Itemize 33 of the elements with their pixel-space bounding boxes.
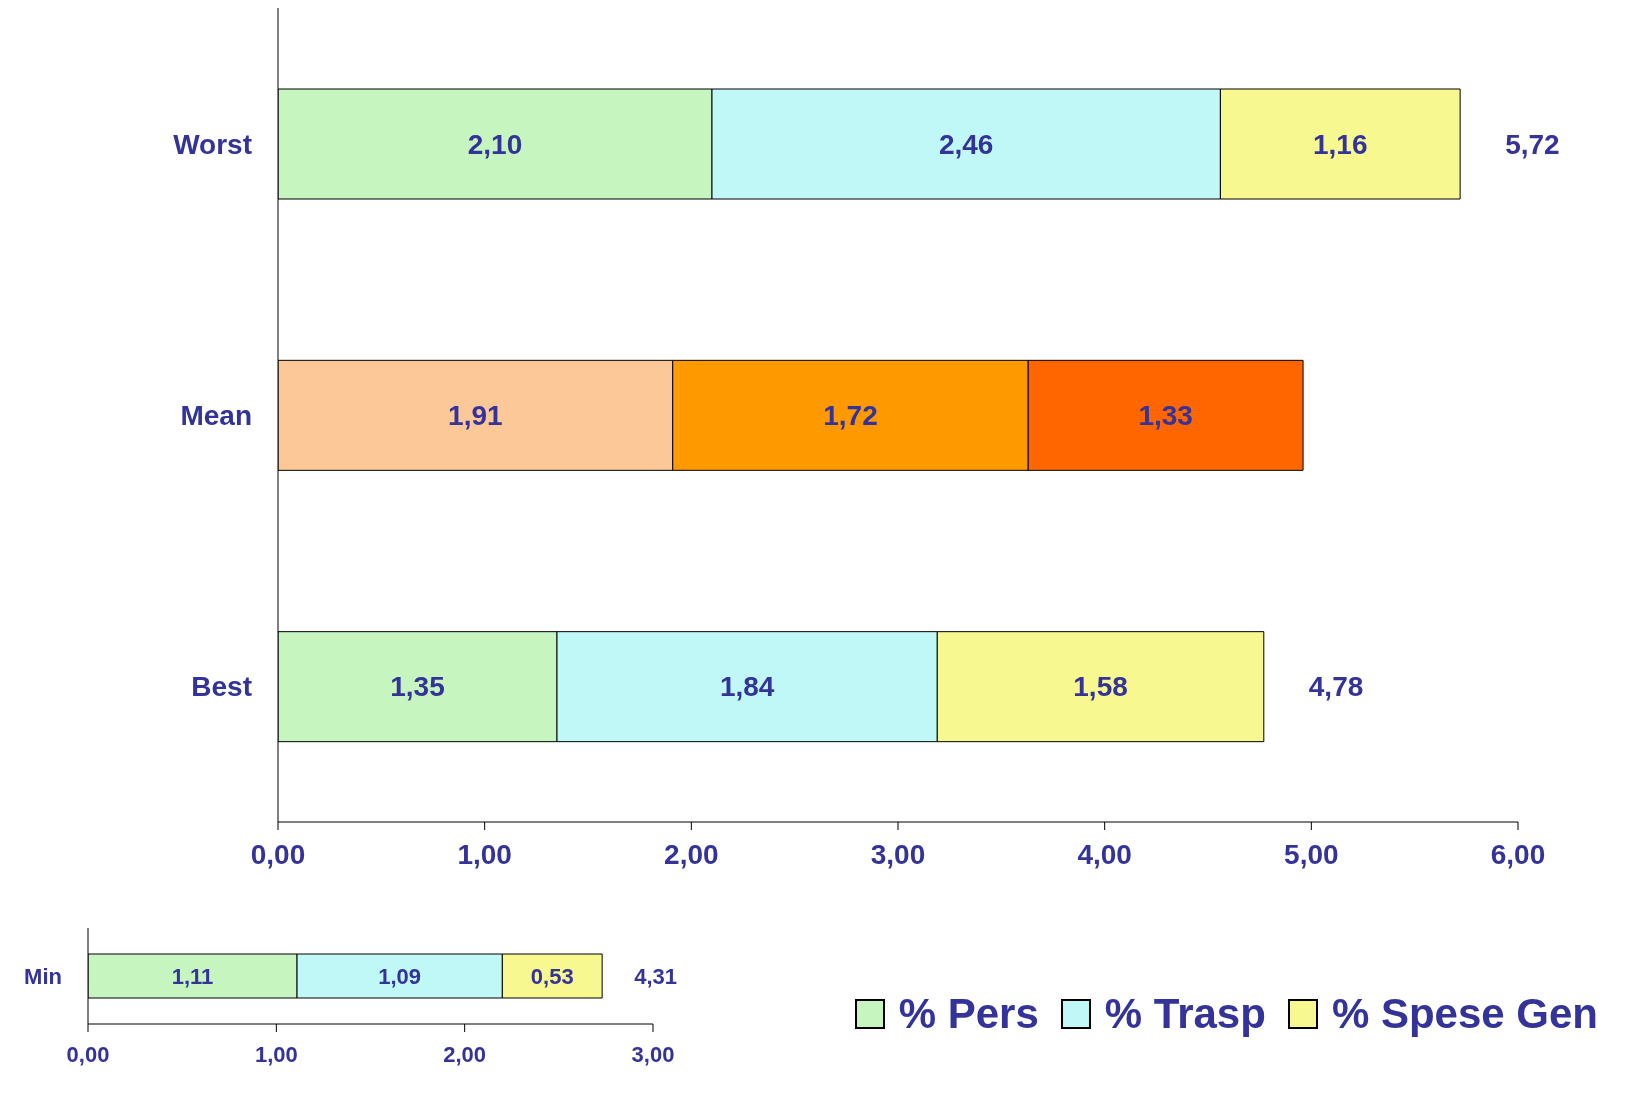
x-tick-label: 0,00 (250, 838, 306, 870)
y-tick-label: Mean (180, 399, 252, 431)
y-tick-label: Min (24, 963, 62, 989)
data-label: 0,53 (530, 963, 574, 989)
x-tick-label: 0,00 (66, 1041, 110, 1067)
annotation: 4,31 (634, 963, 677, 989)
legend-label: % Pers (898, 990, 1039, 1038)
x-tick-label: 1,00 (457, 838, 512, 870)
data-label: 1,35 (390, 671, 445, 703)
data-label: 1,33 (1138, 399, 1193, 431)
x-tick-label: 3,00 (631, 1041, 675, 1067)
total-label: 4,78 (1308, 671, 1364, 703)
data-label: 1,16 (1313, 128, 1368, 160)
x-tick-label: 5,00 (1284, 838, 1339, 870)
data-label: 1,58 (1073, 671, 1128, 703)
x-tick-label: 3,00 (870, 838, 926, 870)
x-tick-label: 4,00 (1077, 838, 1132, 870)
legend-label: % Trasp (1104, 990, 1266, 1038)
data-label: 1,09 (378, 963, 422, 989)
data-label: 1,72 (823, 399, 878, 431)
y-tick-label: Best (191, 671, 252, 703)
x-tick-label: 1,00 (254, 1041, 298, 1067)
data-label: 2,46 (938, 128, 994, 160)
x-tick-label: 2,00 (664, 838, 719, 870)
data-label: 1,84 (719, 671, 775, 703)
y-tick-label: Worst (173, 128, 252, 160)
x-tick-label: 6,00 (1490, 838, 1546, 870)
data-label: 2,10 (467, 128, 523, 160)
total-label: 5,72 (1505, 128, 1560, 160)
data-label: 1,11 (171, 963, 214, 989)
x-tick-label: 2,00 (443, 1041, 487, 1067)
data-label: 1,91 (448, 399, 503, 431)
legend-label: % Spese Gen (1331, 990, 1598, 1038)
